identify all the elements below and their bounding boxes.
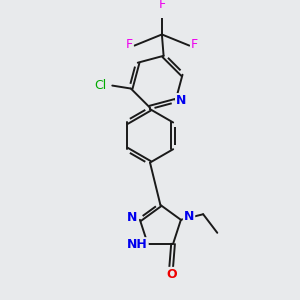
Text: O: O xyxy=(166,268,176,281)
Text: N: N xyxy=(127,212,137,224)
Text: Cl: Cl xyxy=(94,79,106,92)
Text: F: F xyxy=(158,0,165,11)
Text: N: N xyxy=(176,94,186,107)
Text: F: F xyxy=(191,38,198,51)
Text: NH: NH xyxy=(127,238,148,251)
Text: N: N xyxy=(184,210,194,223)
Text: F: F xyxy=(126,38,133,51)
